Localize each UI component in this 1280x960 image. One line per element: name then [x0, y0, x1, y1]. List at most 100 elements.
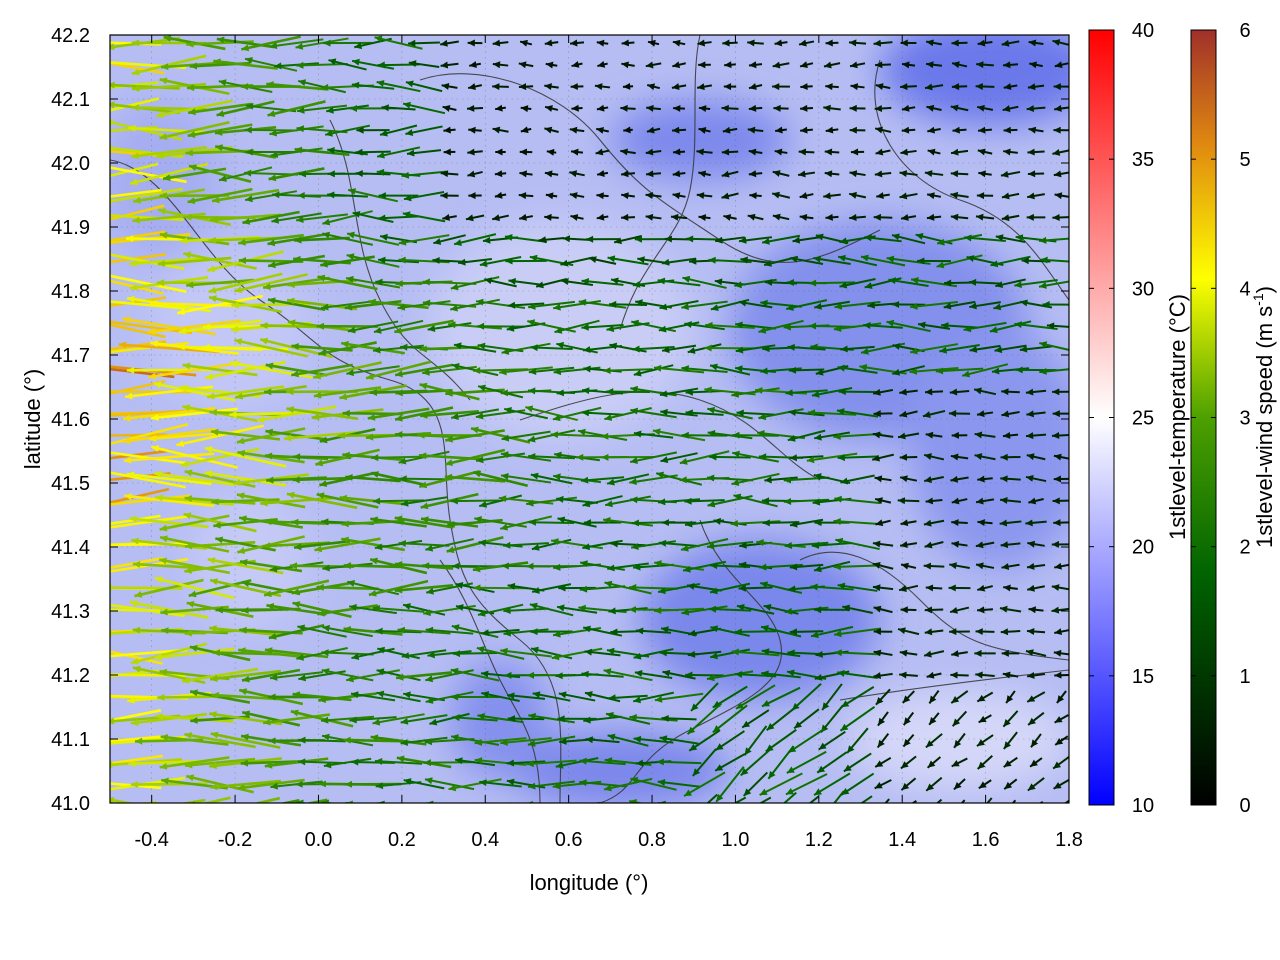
wind-vector	[872, 540, 894, 548]
wind-vector	[492, 83, 509, 91]
wind-vector	[875, 83, 891, 90]
wind-vector	[349, 603, 397, 615]
wind-vector	[730, 520, 781, 527]
wind-vector	[187, 187, 253, 205]
wind-vector	[581, 323, 624, 331]
wind-vector	[849, 214, 866, 221]
wind-vector	[657, 277, 701, 287]
wind-vector	[1052, 149, 1069, 156]
wind-vector	[245, 148, 297, 156]
wind-vector	[530, 472, 573, 485]
y-tick-label: 41.7	[51, 345, 90, 367]
wind-vector	[762, 519, 800, 527]
wind-vector	[263, 713, 330, 726]
wind-vector	[646, 126, 661, 134]
wind-vector	[684, 497, 725, 505]
x-tick-label: 0.2	[388, 829, 416, 851]
wind-vector	[943, 300, 976, 310]
wind-vector	[1052, 410, 1069, 418]
wind-vector	[772, 213, 790, 221]
wind-vector	[645, 61, 662, 69]
wind-vector	[1002, 710, 1019, 728]
wind-vector	[262, 541, 331, 550]
wind-vector	[1053, 778, 1069, 790]
wind-vector	[951, 757, 968, 768]
wind-vector	[1053, 83, 1069, 91]
wind-vector	[848, 39, 867, 47]
wind-vector	[319, 471, 376, 488]
wind-vector	[814, 300, 850, 310]
wind-vector	[696, 83, 713, 91]
wind-vector	[969, 301, 1001, 310]
wind-vector	[736, 409, 775, 417]
wind-vector	[706, 793, 718, 803]
wind-vector	[283, 430, 361, 442]
wind-vector	[900, 39, 917, 47]
wind-vector	[210, 213, 281, 223]
wind-vector	[899, 475, 918, 483]
wind-vector	[183, 251, 257, 270]
wind-vector	[924, 606, 944, 614]
wind-vector	[442, 213, 457, 221]
wind-vector	[964, 234, 1006, 243]
wind-vector	[874, 475, 892, 483]
wind-vector	[1025, 519, 1047, 527]
wind-vector	[682, 275, 727, 289]
wind-vector	[237, 778, 305, 791]
colorbar-tick-label: 0	[1239, 795, 1250, 817]
wind-vector	[399, 475, 449, 483]
wind-vector	[320, 300, 375, 311]
wind-vector	[468, 192, 482, 200]
wind-vector	[671, 126, 687, 134]
wind-vector	[825, 39, 839, 47]
wind-vector	[902, 733, 915, 748]
wind-vector	[553, 299, 601, 311]
wind-vector	[581, 670, 624, 678]
wind-vector	[1053, 649, 1069, 657]
wind-vector	[872, 388, 894, 396]
wind-vector	[149, 299, 240, 308]
wind-vector	[810, 625, 854, 639]
wind-vector	[209, 669, 282, 682]
wind-vector	[873, 39, 893, 47]
wind-vector	[408, 39, 440, 47]
wind-vector	[597, 60, 608, 68]
wind-vector	[748, 61, 763, 69]
wind-vector	[155, 494, 234, 506]
wind-vector	[596, 192, 609, 200]
wind-vector	[1003, 148, 1018, 156]
wind-vector	[395, 671, 453, 681]
wind-vector	[679, 450, 730, 465]
wind-vector	[492, 214, 509, 222]
wind-vector	[952, 126, 967, 134]
wind-vector	[444, 473, 506, 483]
wind-vector	[609, 342, 647, 353]
wind-vector	[297, 79, 347, 94]
wind-vector	[821, 683, 843, 711]
colorbar-tick-label: 1	[1239, 666, 1250, 688]
wind-vector	[874, 779, 892, 790]
wind-vector	[1001, 388, 1020, 396]
wind-vector	[591, 802, 592, 803]
wind-vector	[837, 582, 878, 592]
wind-vector	[789, 563, 824, 571]
wind-vector	[1003, 584, 1018, 592]
colorbar-tick-label: 40	[1132, 20, 1154, 42]
wind-vector	[633, 364, 674, 377]
wind-vector	[295, 37, 349, 50]
wind-vector	[961, 363, 1009, 378]
wind-vector	[973, 387, 997, 396]
wind-vector	[368, 298, 429, 310]
wind-vector	[445, 429, 505, 443]
wind-vector	[692, 748, 717, 777]
wind-vector	[1028, 126, 1044, 134]
wind-vector	[323, 39, 372, 47]
wind-vector	[991, 367, 1030, 375]
wind-vector	[458, 257, 492, 266]
wind-vector	[824, 148, 840, 156]
colorbar-tick-label: 25	[1132, 408, 1154, 430]
wind-vector	[645, 148, 662, 156]
wind-vector	[214, 144, 277, 159]
wind-vector	[923, 650, 945, 658]
wind-vector	[659, 735, 699, 745]
